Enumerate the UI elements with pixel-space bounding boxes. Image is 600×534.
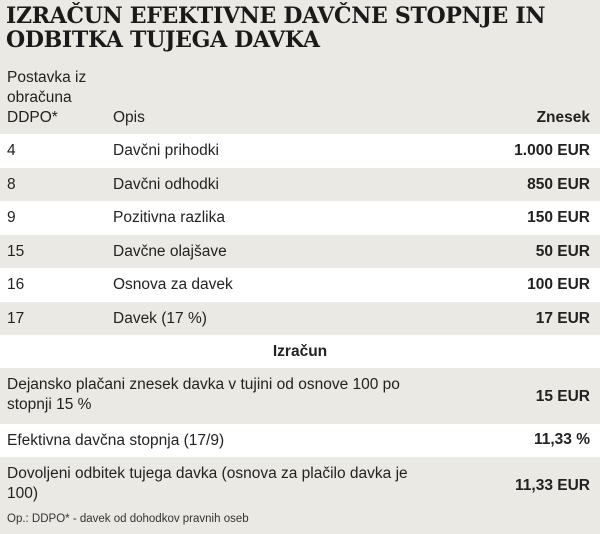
calculation-row: Dejansko plačani znesek davka v tujini o… <box>0 368 600 424</box>
row-description: Pozitivna razlika <box>113 209 225 226</box>
column-header-description: Opis <box>113 109 145 126</box>
calculation-heading: Izračun <box>0 335 600 368</box>
calculation-amount: 11,33 % <box>533 431 590 448</box>
row-item: 8 <box>7 175 16 193</box>
row-amount: 17 EUR <box>535 309 590 327</box>
row-item: 15 <box>7 242 25 260</box>
table-row: 17 Davek (17 %) 17 EUR <box>0 301 600 335</box>
column-header-amount: Znesek <box>536 109 590 126</box>
row-item: 9 <box>7 209 16 226</box>
row-description: Davčni prihodki <box>113 142 219 159</box>
column-header-item: Postavka iz obračuna DDPO* <box>7 69 87 126</box>
row-description: Osnova za davek <box>113 276 233 293</box>
row-item: 17 <box>7 309 25 327</box>
row-description: Davek (17 %) <box>113 309 207 327</box>
row-amount: 1.000 EUR <box>514 142 590 159</box>
calculation-row: Efektivna davčna stopnja (17/9) 11,33 % <box>0 424 600 457</box>
table-row: 9 Pozitivna razlika 150 EUR <box>0 201 600 235</box>
table-row: 4 Davčni prihodki 1.000 EUR <box>0 134 600 168</box>
row-description: Davčni odhodki <box>113 175 219 193</box>
table-body: 4 Davčni prihodki 1.000 EUR 8 Davčni odh… <box>0 134 600 513</box>
table-row: 15 Davčne olajšave 50 EUR <box>0 234 600 268</box>
row-amount: 150 EUR <box>527 209 590 226</box>
footnote: Op.: DDPO* - davek od dohodkov pravnih o… <box>7 513 249 525</box>
page-title: IZRAČUN EFEKTIVNE DAVČNE STOPNJE IN ODBI… <box>6 3 546 53</box>
row-amount: 50 EUR <box>535 242 590 260</box>
calculation-amount: 15 EUR <box>535 388 590 405</box>
row-amount: 100 EUR <box>527 276 590 293</box>
calculation-description: Efektivna davčna stopnja (17/9) <box>7 432 225 449</box>
row-item: 16 <box>7 276 25 293</box>
row-description: Davčne olajšave <box>113 242 227 260</box>
calculation-row: Dovoljeni odbitek tujega davka (osnova z… <box>0 457 600 513</box>
table-row: 16 Osnova za davek 100 EUR <box>0 268 600 302</box>
calculation-amount: 11,33 EUR <box>515 477 590 494</box>
row-item: 4 <box>7 142 16 159</box>
table-row: 8 Davčni odhodki 850 EUR <box>0 167 600 201</box>
calculation-description: Dovoljeni odbitek tujega davka (osnova z… <box>7 465 408 502</box>
calculation-description: Dejansko plačani znesek davka v tujini o… <box>7 376 400 413</box>
row-amount: 850 EUR <box>527 175 590 193</box>
